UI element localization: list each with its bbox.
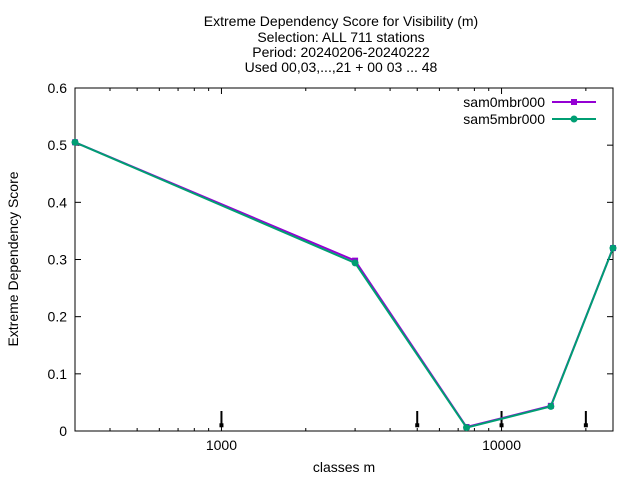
- y-axis: 0 0.1 0.2 0.3 0.4 0.5 0.6: [48, 80, 613, 439]
- error-bar-point: [219, 423, 224, 428]
- series-line-sam5mbr000: [74, 141, 614, 429]
- y-axis-label: Extreme Dependency Score: [5, 171, 21, 346]
- x-tick-label: 10000: [482, 437, 521, 453]
- chart-title: Extreme Dependency Score for Visibility …: [204, 13, 478, 75]
- legend-label-sam0mbr000: sam0mbr000: [463, 94, 545, 110]
- y-tick-label: 0.6: [48, 80, 68, 96]
- title-line-2: Selection: ALL 711 stations: [257, 29, 424, 45]
- y-tick-label: 0.1: [48, 366, 68, 382]
- title-line-1: Extreme Dependency Score for Visibility …: [204, 13, 478, 29]
- plot-area-border: [74, 87, 614, 432]
- y-tick-label: 0.2: [48, 309, 68, 325]
- series-group: [71, 138, 617, 432]
- data-point-sam5mbr000: [609, 244, 617, 252]
- error-bar-point: [499, 423, 504, 428]
- error-bars: [219, 410, 588, 428]
- data-point-sam5mbr000: [463, 424, 471, 432]
- y-tick-label: 0.3: [48, 252, 68, 268]
- y-tick-label: 0.5: [48, 137, 68, 153]
- legend-marker-sam5mbr000: [570, 115, 578, 123]
- title-line-4: Used 00,03,...,21 + 00 03 ... 48: [245, 59, 438, 75]
- data-point-sam5mbr000: [71, 138, 79, 146]
- title-line-3: Period: 20240206-20240222: [252, 44, 430, 60]
- data-point-sam5mbr000: [351, 259, 359, 267]
- data-point-sam5mbr000: [547, 402, 555, 410]
- series-line-sam0mbr000: [74, 141, 614, 429]
- y-tick-label: 0: [59, 423, 67, 439]
- error-bar-point: [583, 423, 588, 428]
- x-axis-label: classes m: [313, 459, 375, 475]
- x-tick-label: 1000: [206, 437, 237, 453]
- legend-label-sam5mbr000: sam5mbr000: [463, 111, 545, 127]
- y-tick-label: 0.4: [48, 194, 68, 210]
- legend-marker-sam0mbr000: [571, 99, 577, 105]
- x-axis: 1000 10000: [74, 88, 587, 453]
- error-bar-point: [415, 423, 420, 428]
